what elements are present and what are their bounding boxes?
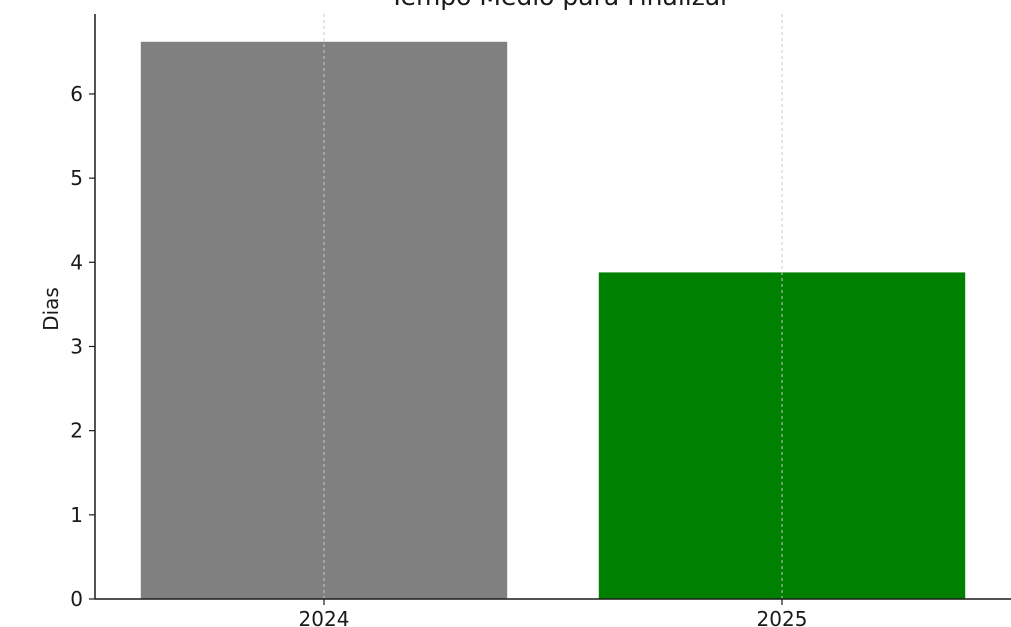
y-tick-label-4: 4: [70, 250, 83, 274]
x-tick-label-2025: 2025: [757, 607, 808, 627]
grid-front-layer: [323, 14, 783, 599]
y-tick-label-0: 0: [70, 587, 83, 611]
chart-title: Tempo Médio para Finalizar: [389, 0, 732, 11]
bars-layer: [140, 41, 966, 599]
y-tick-label-6: 6: [70, 82, 83, 106]
y-tick-label-2: 2: [70, 419, 83, 443]
x-tick-label-2024: 2024: [299, 607, 350, 627]
y-tick-label-5: 5: [70, 166, 83, 190]
y-axis-label: Dias: [39, 287, 63, 331]
axis-layer: 2024 2025 0 1 2 3 4 5 6: [70, 14, 1011, 627]
y-tick-label-3: 3: [70, 334, 83, 358]
y-tick-label-1: 1: [70, 503, 83, 527]
